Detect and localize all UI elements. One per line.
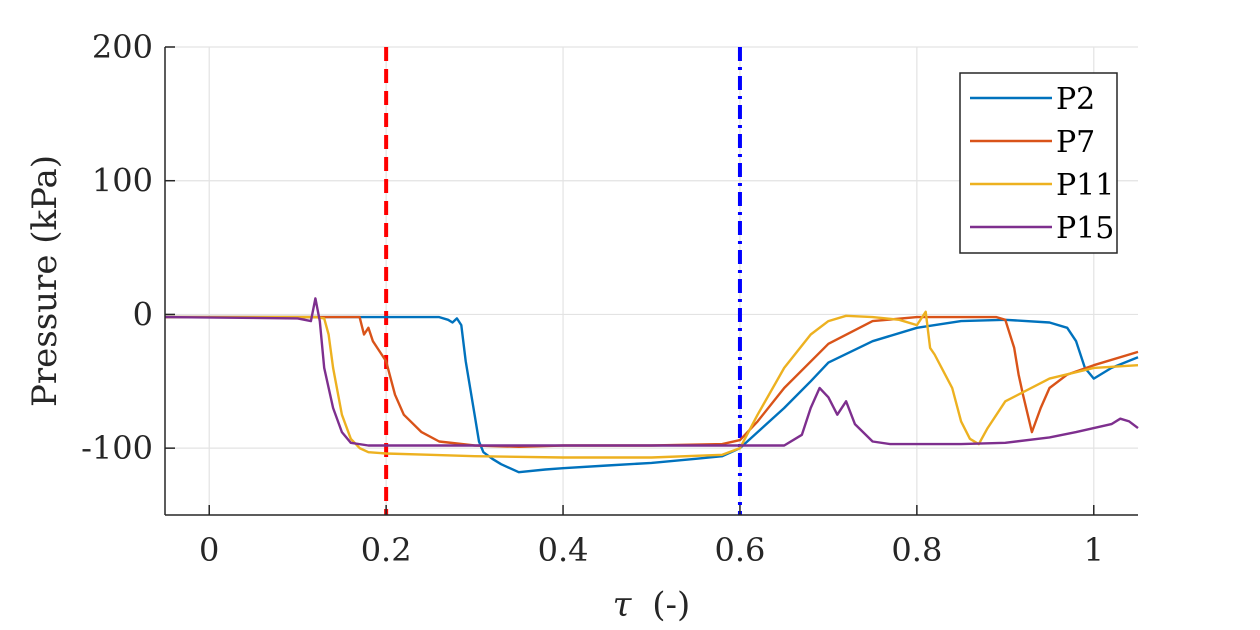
legend-label: P7 (1056, 125, 1095, 160)
x-tick-label: 1 (1084, 531, 1104, 569)
series-line-p15 (164, 297, 1139, 447)
series-line-p11 (165, 310, 1139, 459)
x-tick-label: 0.6 (715, 531, 766, 569)
series-line-p7 (165, 315, 1139, 448)
x-tick-label: 0 (199, 531, 219, 569)
legend-label: P11 (1056, 168, 1114, 203)
y-tick-label: 200 (92, 28, 153, 66)
legend: P2 P7 P11 P15 (959, 72, 1118, 254)
legend-label: P2 (1056, 82, 1095, 117)
x-tick-label: 0.2 (361, 531, 412, 569)
legend-label: P15 (1056, 211, 1114, 246)
y-axis-label: Pressure (kPa) (25, 155, 65, 407)
axes (164, 46, 1138, 516)
series-line-p2 (165, 315, 1139, 474)
x-tick-label: 0.8 (891, 531, 942, 569)
x-axis-label: τ (-) (613, 585, 691, 625)
tick-labels: 0 0.2 0.4 0.6 0.8 1 -100 0 100 200 (81, 28, 1104, 569)
event-lines (384, 47, 742, 515)
y-tick-label: 0 (133, 295, 153, 333)
y-tick-label: -100 (81, 429, 153, 467)
y-tick-label: 100 (92, 162, 153, 200)
series-lines (164, 297, 1139, 474)
x-axis-unit: (-) (652, 585, 690, 625)
x-tick-label: 0.4 (538, 531, 589, 569)
legend-box (959, 72, 1118, 254)
x-axis-symbol: τ (613, 585, 633, 625)
